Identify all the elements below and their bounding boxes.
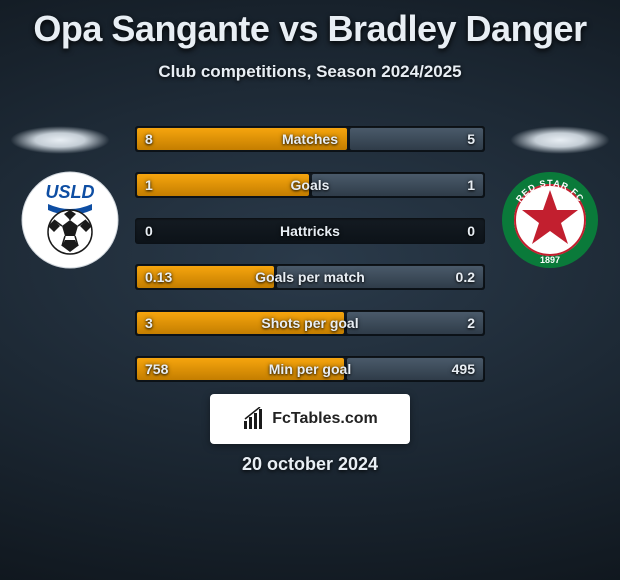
stat-row: 85Matches	[135, 126, 485, 152]
stat-row: 32Shots per goal	[135, 310, 485, 336]
brand-label: FcTables.com	[272, 410, 378, 428]
stat-row: 758495Min per goal	[135, 356, 485, 382]
red-star-badge-icon: RED STAR FC 1897	[500, 170, 600, 270]
date-label: 20 october 2024	[0, 454, 620, 475]
stat-row: 0.130.2Goals per match	[135, 264, 485, 290]
stat-row: 00Hattricks	[135, 218, 485, 244]
stat-label: Shots per goal	[135, 310, 485, 336]
stat-label: Hattricks	[135, 218, 485, 244]
stat-label: Min per goal	[135, 356, 485, 382]
stat-row: 11Goals	[135, 172, 485, 198]
stat-label: Goals	[135, 172, 485, 198]
brand-box[interactable]: FcTables.com	[210, 394, 410, 444]
brand-text: FcTables.com	[272, 410, 378, 427]
club-badge-left: USLD	[20, 170, 120, 270]
badge-shadow-right	[510, 126, 610, 154]
stats-container: 85Matches 11Goals 00Hattricks 0.130.2Goals …	[135, 126, 485, 402]
badge-shadow-left	[10, 126, 110, 154]
svg-text:USLD: USLD	[46, 182, 95, 202]
stat-label: Matches	[135, 126, 485, 152]
stat-label: Goals per match	[135, 264, 485, 290]
brand-chart-icon	[242, 407, 266, 431]
content: Opa Sangante vs Bradley Danger Club comp…	[0, 0, 620, 580]
badge-year: 1897	[540, 255, 560, 265]
page-title: Opa Sangante vs Bradley Danger	[0, 0, 620, 50]
club-badge-right: RED STAR FC 1897	[500, 170, 600, 270]
subtitle: Club competitions, Season 2024/2025	[0, 62, 620, 82]
usld-badge-icon: USLD	[20, 170, 120, 270]
